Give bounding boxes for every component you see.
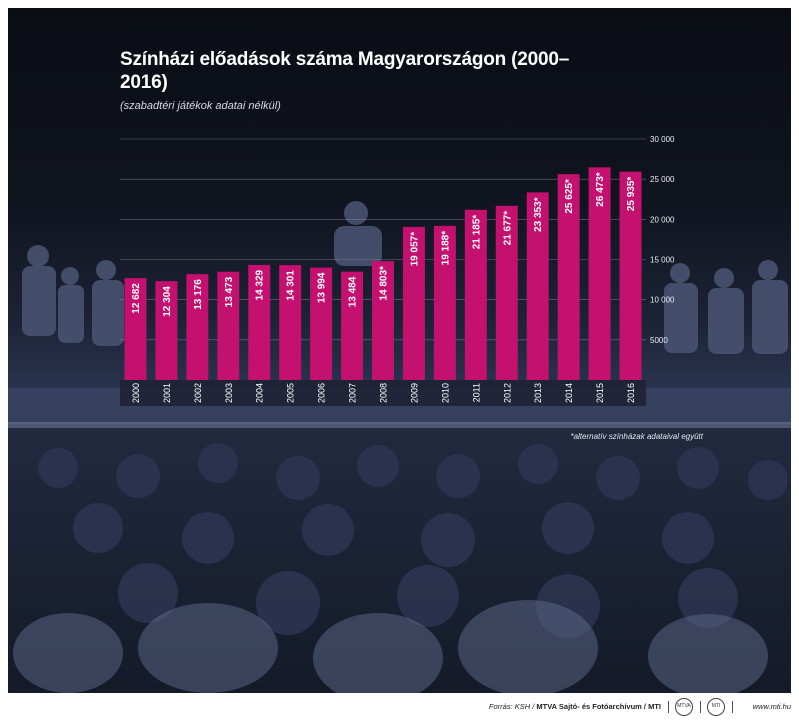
bar	[464, 209, 487, 380]
mtva-logo: MTVA	[675, 698, 693, 716]
y-tick-label: 20 000	[650, 215, 675, 224]
x-tick-label: 2001	[162, 383, 172, 403]
bar	[402, 226, 425, 380]
bar	[526, 192, 549, 380]
separator	[732, 701, 733, 713]
bar	[588, 167, 611, 380]
y-tick-label: 10 000	[650, 296, 675, 305]
x-tick-label: 2016	[626, 383, 636, 403]
x-tick-label: 2000	[131, 383, 141, 403]
x-tick-label: 2005	[286, 383, 296, 403]
separator	[668, 701, 669, 713]
footnote: *alternatív színházak adataival együtt	[570, 432, 703, 441]
bar	[495, 205, 518, 380]
value-label: 25 935*	[626, 177, 637, 212]
x-tick-label: 2004	[255, 383, 265, 403]
bar	[433, 225, 456, 380]
bar	[341, 271, 364, 380]
y-tick-label: 5000	[650, 336, 668, 345]
infographic-frame: 5000 10 000 15 000 20 000 25 000 30 000 12 68…	[8, 8, 791, 693]
x-tick-label: 2013	[533, 383, 543, 403]
value-label: 12 304	[162, 286, 173, 317]
bar	[186, 274, 209, 380]
bar	[557, 174, 580, 380]
value-label: 14 301	[286, 270, 297, 301]
website-link[interactable]: www.mti.hu	[752, 702, 791, 711]
footer: Forrás: KSH / MTVA Sajtó- és Fotóarchívu…	[0, 693, 799, 722]
mti-logo: MTI	[707, 698, 725, 716]
bar	[248, 264, 271, 380]
value-label: 21 185*	[471, 215, 482, 250]
value-label: 13 994	[317, 272, 328, 303]
bar	[619, 171, 642, 380]
value-label: 23 353*	[533, 197, 544, 232]
value-label: 21 677*	[502, 211, 513, 246]
value-label: 25 625*	[564, 179, 575, 214]
bar	[217, 271, 240, 380]
source-archive: MTVA Sajtó- és Fotóarchívum / MTI	[536, 702, 661, 711]
y-axis: 5000 10 000 15 000 20 000 25 000 30 000	[650, 135, 675, 345]
value-label: 19 057*	[409, 232, 420, 267]
bar	[372, 261, 394, 380]
x-tick-label: 2012	[502, 383, 512, 403]
x-tick-label: 2008	[379, 383, 389, 403]
value-label: 13 473	[224, 276, 235, 307]
value-label: 26 473*	[595, 172, 606, 207]
background-photo	[8, 201, 791, 693]
x-tick-label: 2002	[193, 383, 203, 403]
bar	[155, 281, 178, 380]
y-tick-label: 25 000	[650, 175, 675, 184]
chart-subtitle: (szabadtéri játékok adatai nélkül)	[120, 100, 281, 112]
x-tick-label: 2003	[224, 383, 234, 403]
x-tick-label: 2009	[409, 383, 419, 403]
title-block: Színházi előadások száma Magyarországon …	[120, 48, 600, 112]
chart-title: Színházi előadások száma Magyarországon …	[120, 49, 570, 93]
bar	[124, 278, 147, 380]
x-axis-band	[120, 380, 646, 406]
x-tick-label: 2007	[348, 383, 358, 403]
x-tick-label: 2006	[317, 383, 327, 403]
x-tick-label: 2014	[564, 383, 574, 403]
bar	[310, 267, 333, 380]
y-tick-label: 15 000	[650, 256, 675, 265]
source-credit: Forrás: KSH / MTVA Sajtó- és Fotóarchívu…	[489, 702, 661, 711]
value-label: 13 176	[193, 279, 204, 310]
value-label: 13 484	[348, 276, 359, 307]
bar-chart: 5000 10 000 15 000 20 000 25 000 30 000 12 68…	[8, 135, 791, 693]
value-label: 14 803*	[379, 266, 390, 301]
separator	[700, 701, 701, 713]
value-labels: 12 682 12 304 13 176 13 473 14 329 14 301 13 9…	[131, 172, 637, 317]
value-label: 19 188*	[440, 231, 451, 266]
bars	[124, 167, 642, 380]
x-tick-label: 2010	[440, 383, 450, 403]
bar	[279, 265, 302, 380]
value-label: 12 682	[131, 283, 142, 314]
x-tick-label: 2011	[471, 383, 481, 402]
x-tick-label: 2015	[595, 383, 605, 403]
value-label: 14 329	[255, 269, 266, 300]
source-prefix: Forrás: KSH /	[488, 702, 535, 711]
y-tick-label: 30 000	[650, 135, 675, 144]
x-axis: 2000 2001 2002 2003 2004 2005 2006 2007 2008 2009…	[120, 380, 646, 406]
